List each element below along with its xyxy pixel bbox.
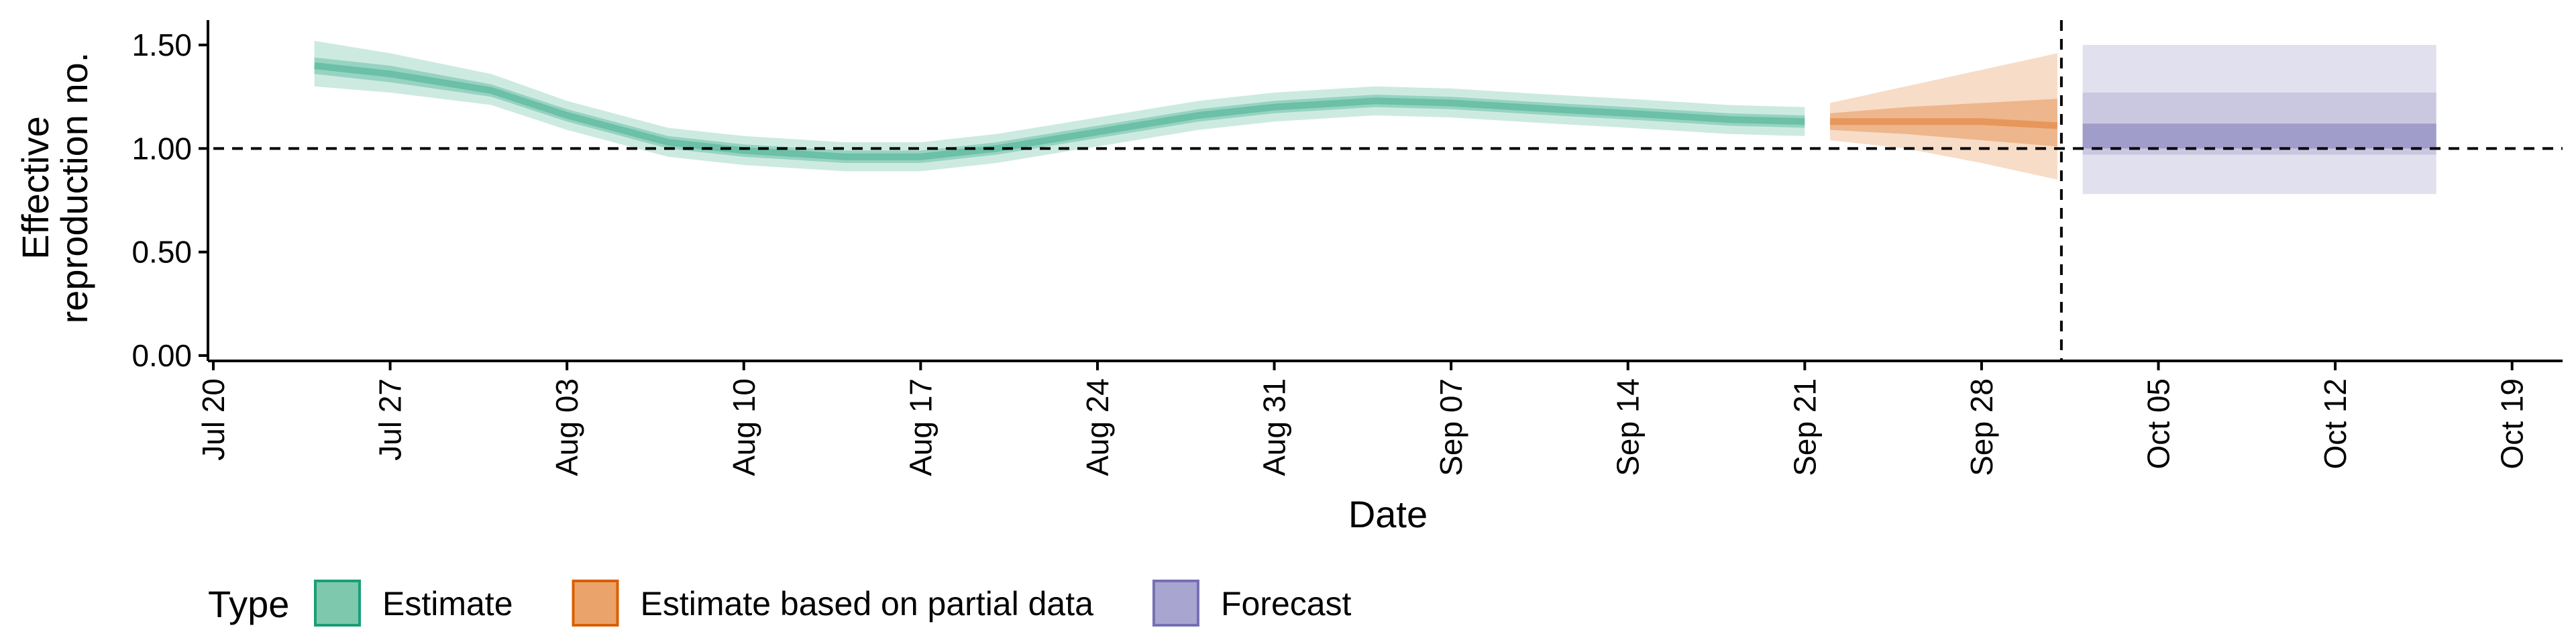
- x-axis-title: Date: [1348, 493, 1428, 535]
- legend-key-forecast: [1152, 580, 1199, 627]
- x-tick-label: Aug 24: [1080, 378, 1115, 476]
- x-axis-ticks: Jul 20 Jul 27 Aug 03 Aug 10 Aug 17 Aug 24 Aug …: [196, 361, 2530, 476]
- x-tick-label: Jul 20: [196, 378, 231, 461]
- legend-items: Estimate Estimate based on partial data Fo…: [314, 580, 1352, 627]
- y-tick-label: 0.50: [131, 235, 192, 270]
- legend-label-forecast: Forecast: [1221, 585, 1352, 623]
- x-tick-label: Jul 27: [373, 378, 408, 461]
- estimate-based-on-partial-data-median-line: [1830, 118, 2058, 129]
- forecast-band-90: [2082, 45, 2436, 195]
- estimate-based-on-partial-data-band-50: [1830, 99, 2057, 147]
- forecast-band-80: [2082, 93, 2436, 155]
- y-tick-label: 0.00: [131, 338, 192, 373]
- legend: Type Estimate Estimate based on partial d…: [208, 580, 1352, 627]
- estimate-median-line: [314, 62, 1805, 160]
- x-tick-label: Sep 28: [1964, 378, 1999, 476]
- ribbon-layer: [314, 40, 2436, 195]
- plot-panel: [213, 20, 2563, 361]
- x-tick-label: Aug 17: [903, 378, 938, 476]
- legend-key-estimate: [314, 580, 361, 627]
- y-axis-title: Effective reproduction no.: [14, 52, 95, 324]
- x-tick-label: Sep 07: [1434, 378, 1468, 476]
- legend-label-estimate: Estimate: [382, 585, 513, 623]
- y-tick-label: 1.00: [131, 131, 192, 166]
- x-tick-label: Oct 05: [2141, 378, 2176, 470]
- x-tick-label: Sep 14: [1611, 378, 1646, 476]
- axes: Jul 20 Jul 27 Aug 03 Aug 10 Aug 17 Aug 24 Aug …: [131, 20, 2563, 476]
- x-tick-label: Oct 12: [2318, 378, 2353, 470]
- legend-label-estimate-based-on-partial-data: Estimate based on partial data: [641, 585, 1094, 623]
- x-tick-label: Aug 03: [549, 378, 584, 476]
- legend-title: Type: [208, 583, 289, 625]
- estimate-band-90: [314, 40, 1805, 172]
- y-axis-ticks: 0.00 0.50 1.00 1.50: [131, 28, 208, 373]
- x-tick-label: Aug 31: [1257, 378, 1292, 476]
- x-tick-label: Sep 21: [1787, 378, 1822, 476]
- y-tick-label: 1.50: [131, 28, 192, 62]
- x-tick-label: Aug 10: [727, 378, 761, 476]
- median-line-layer: [314, 62, 2058, 160]
- reference-line-layer: [213, 20, 2563, 361]
- legend-key-estimate-based-on-partial-data: [572, 580, 619, 627]
- x-tick-label: Oct 19: [2495, 378, 2530, 470]
- y-axis-title-line-1: Effective: [14, 116, 56, 260]
- y-axis-title-line-2: reproduction no.: [53, 52, 95, 324]
- forecast-inner-band: [2082, 123, 2436, 149]
- forecast-band-50: [2082, 123, 2436, 149]
- estimate-band-50: [314, 57, 1805, 163]
